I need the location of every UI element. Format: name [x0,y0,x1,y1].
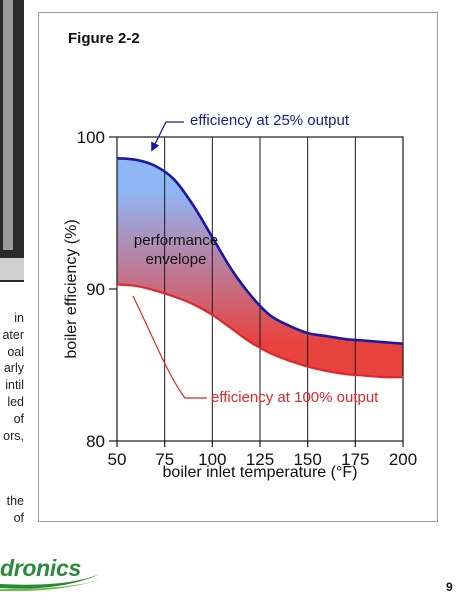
y-tick-label: 90 [86,280,105,299]
envelope-label-line-2: envelope [146,251,207,268]
photo-detail [3,0,13,250]
x-tick-label: 100 [198,450,226,469]
page-number: 9 [446,580,453,594]
left-text-line: of [13,411,24,426]
photo-band [0,258,24,280]
left-column-paragraph-b: the of [0,493,24,527]
y-axis-label: boiler efficiency (%) [63,219,80,358]
callout-label-25-percent: efficiency at 25% output [190,112,350,129]
callout-line-25-percent [151,121,184,152]
left-text-line: ors, [3,428,24,443]
series-line-25-percent [116,156,404,346]
left-text-line: led [7,394,24,409]
series-line-100-percent [116,283,404,379]
left-text-line: intil [5,378,24,393]
x-axis-label: boiler inlet temperature (°F) [163,464,358,481]
brand-logo: dronics [0,555,81,581]
figure-title: Figure 2-2 [68,30,140,47]
x-tick-label: 125 [246,450,274,469]
envelope-label-line-1: performance [134,232,218,249]
left-text-line: in [14,311,24,325]
left-text-line: of [13,510,24,525]
left-text-line: ater [2,327,24,342]
logo-swoosh-icon [0,574,104,592]
y-tick-label: 80 [86,432,105,451]
callout-label-100-percent: efficiency at 100% output [211,389,379,406]
x-tick-label: 150 [293,450,321,469]
y-tick-label: 100 [77,128,105,147]
x-tick-label: 200 [389,450,417,469]
x-tick-label: 175 [341,450,369,469]
figure-frame [38,12,438,522]
left-column-paragraph-a: in ater oal arly intil led of ors, [0,310,24,444]
left-text-line: arly [3,361,24,376]
left-text-line: oal [7,344,24,359]
left-text-line: the [6,494,24,508]
callout-line-100-percent [132,295,207,399]
x-tick-label: 75 [155,450,174,469]
performance-envelope-area [117,158,403,378]
left-photo-edge [0,0,24,282]
x-tick-label: 50 [108,450,127,469]
